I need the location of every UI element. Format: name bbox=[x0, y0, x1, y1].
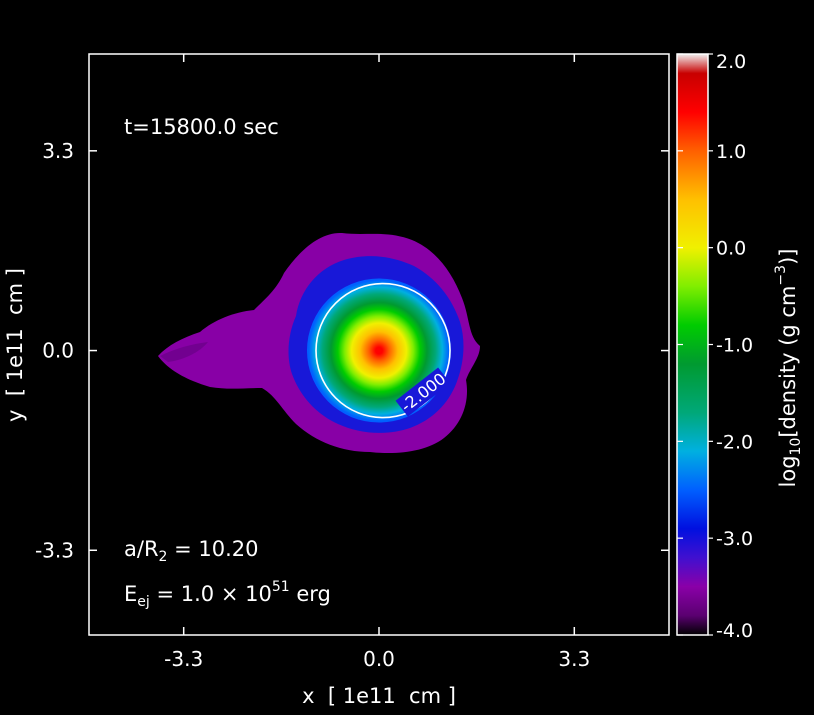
energy-lhs: E bbox=[124, 582, 137, 606]
separation-rhs: = 10.20 bbox=[167, 537, 258, 561]
colorbar-tick-label: -4.0 bbox=[716, 620, 753, 642]
energy-mid: = 1.0 × 10 bbox=[150, 582, 272, 606]
colorbar-label: log10[density (g cm−3)] bbox=[773, 249, 804, 488]
energy-annotation: Eej = 1.0 × 1051 erg bbox=[124, 579, 331, 610]
colorbar-label-sub: 10 bbox=[788, 438, 804, 456]
density-core bbox=[307, 278, 451, 423]
plot-ticks bbox=[89, 54, 669, 635]
colorbar-tick-labels: 2.0 1.0 0.0 -1.0 -2.0 -3.0 -4.0 bbox=[716, 51, 753, 642]
x-tick-label: -3.3 bbox=[164, 647, 203, 671]
contour-label-gap bbox=[395, 367, 451, 417]
plot-area: -2.000 -3.3 0.0 3.3 -3.30.03.3 t=15800.0 s… bbox=[3, 53, 670, 708]
separation-lhs: a/R bbox=[124, 537, 159, 561]
separation-annotation: a/R2 = 10.20 bbox=[124, 537, 259, 565]
colorbar-tick-label: -2.0 bbox=[716, 431, 753, 453]
x-tick-label: 3.3 bbox=[558, 647, 590, 671]
separation-subscript: 2 bbox=[159, 549, 168, 565]
colorbar-tick-label: 1.0 bbox=[716, 141, 746, 163]
energy-subscript: ej bbox=[137, 594, 150, 610]
x-tick-label: 0.0 bbox=[363, 647, 395, 671]
ejecta-tail-edge bbox=[160, 342, 208, 362]
y-tick-label: 0.0 bbox=[42, 339, 74, 363]
time-annotation: t=15800.0 sec bbox=[124, 115, 279, 139]
colorbar-tick-label: -3.0 bbox=[716, 528, 753, 550]
colorbar-tick-label: 2.0 bbox=[716, 51, 746, 73]
y-tick-label: -3.3 bbox=[35, 538, 74, 562]
energy-unit: erg bbox=[290, 582, 331, 606]
colorbar-label-exp: −3 bbox=[773, 265, 789, 286]
x-axis-label: x [ 1e11 cm ] bbox=[302, 684, 456, 708]
colorbar-label-close: )] bbox=[776, 249, 800, 265]
x-tick-labels: -3.3 0.0 3.3 bbox=[164, 647, 590, 671]
colorbar: 2.0 1.0 0.0 -1.0 -2.0 -3.0 -4.0 log10[density … bbox=[676, 51, 804, 642]
energy-exponent: 51 bbox=[272, 579, 290, 595]
y-axis-label: y [ 1e11 cm ] bbox=[3, 268, 27, 422]
colorbar-label-rest: [density (g cm bbox=[776, 286, 800, 438]
y-tick-labels: -3.3 0.0 3.3 bbox=[35, 139, 74, 562]
colorbar-label-main: log bbox=[776, 455, 800, 487]
y-tick-label: 3.3 bbox=[42, 139, 74, 163]
colorbar-tick-label: -1.0 bbox=[716, 335, 753, 357]
colorbar-ticks bbox=[677, 53, 713, 636]
colorbar-tick-label: 0.0 bbox=[716, 238, 746, 260]
contour-line bbox=[315, 282, 451, 419]
